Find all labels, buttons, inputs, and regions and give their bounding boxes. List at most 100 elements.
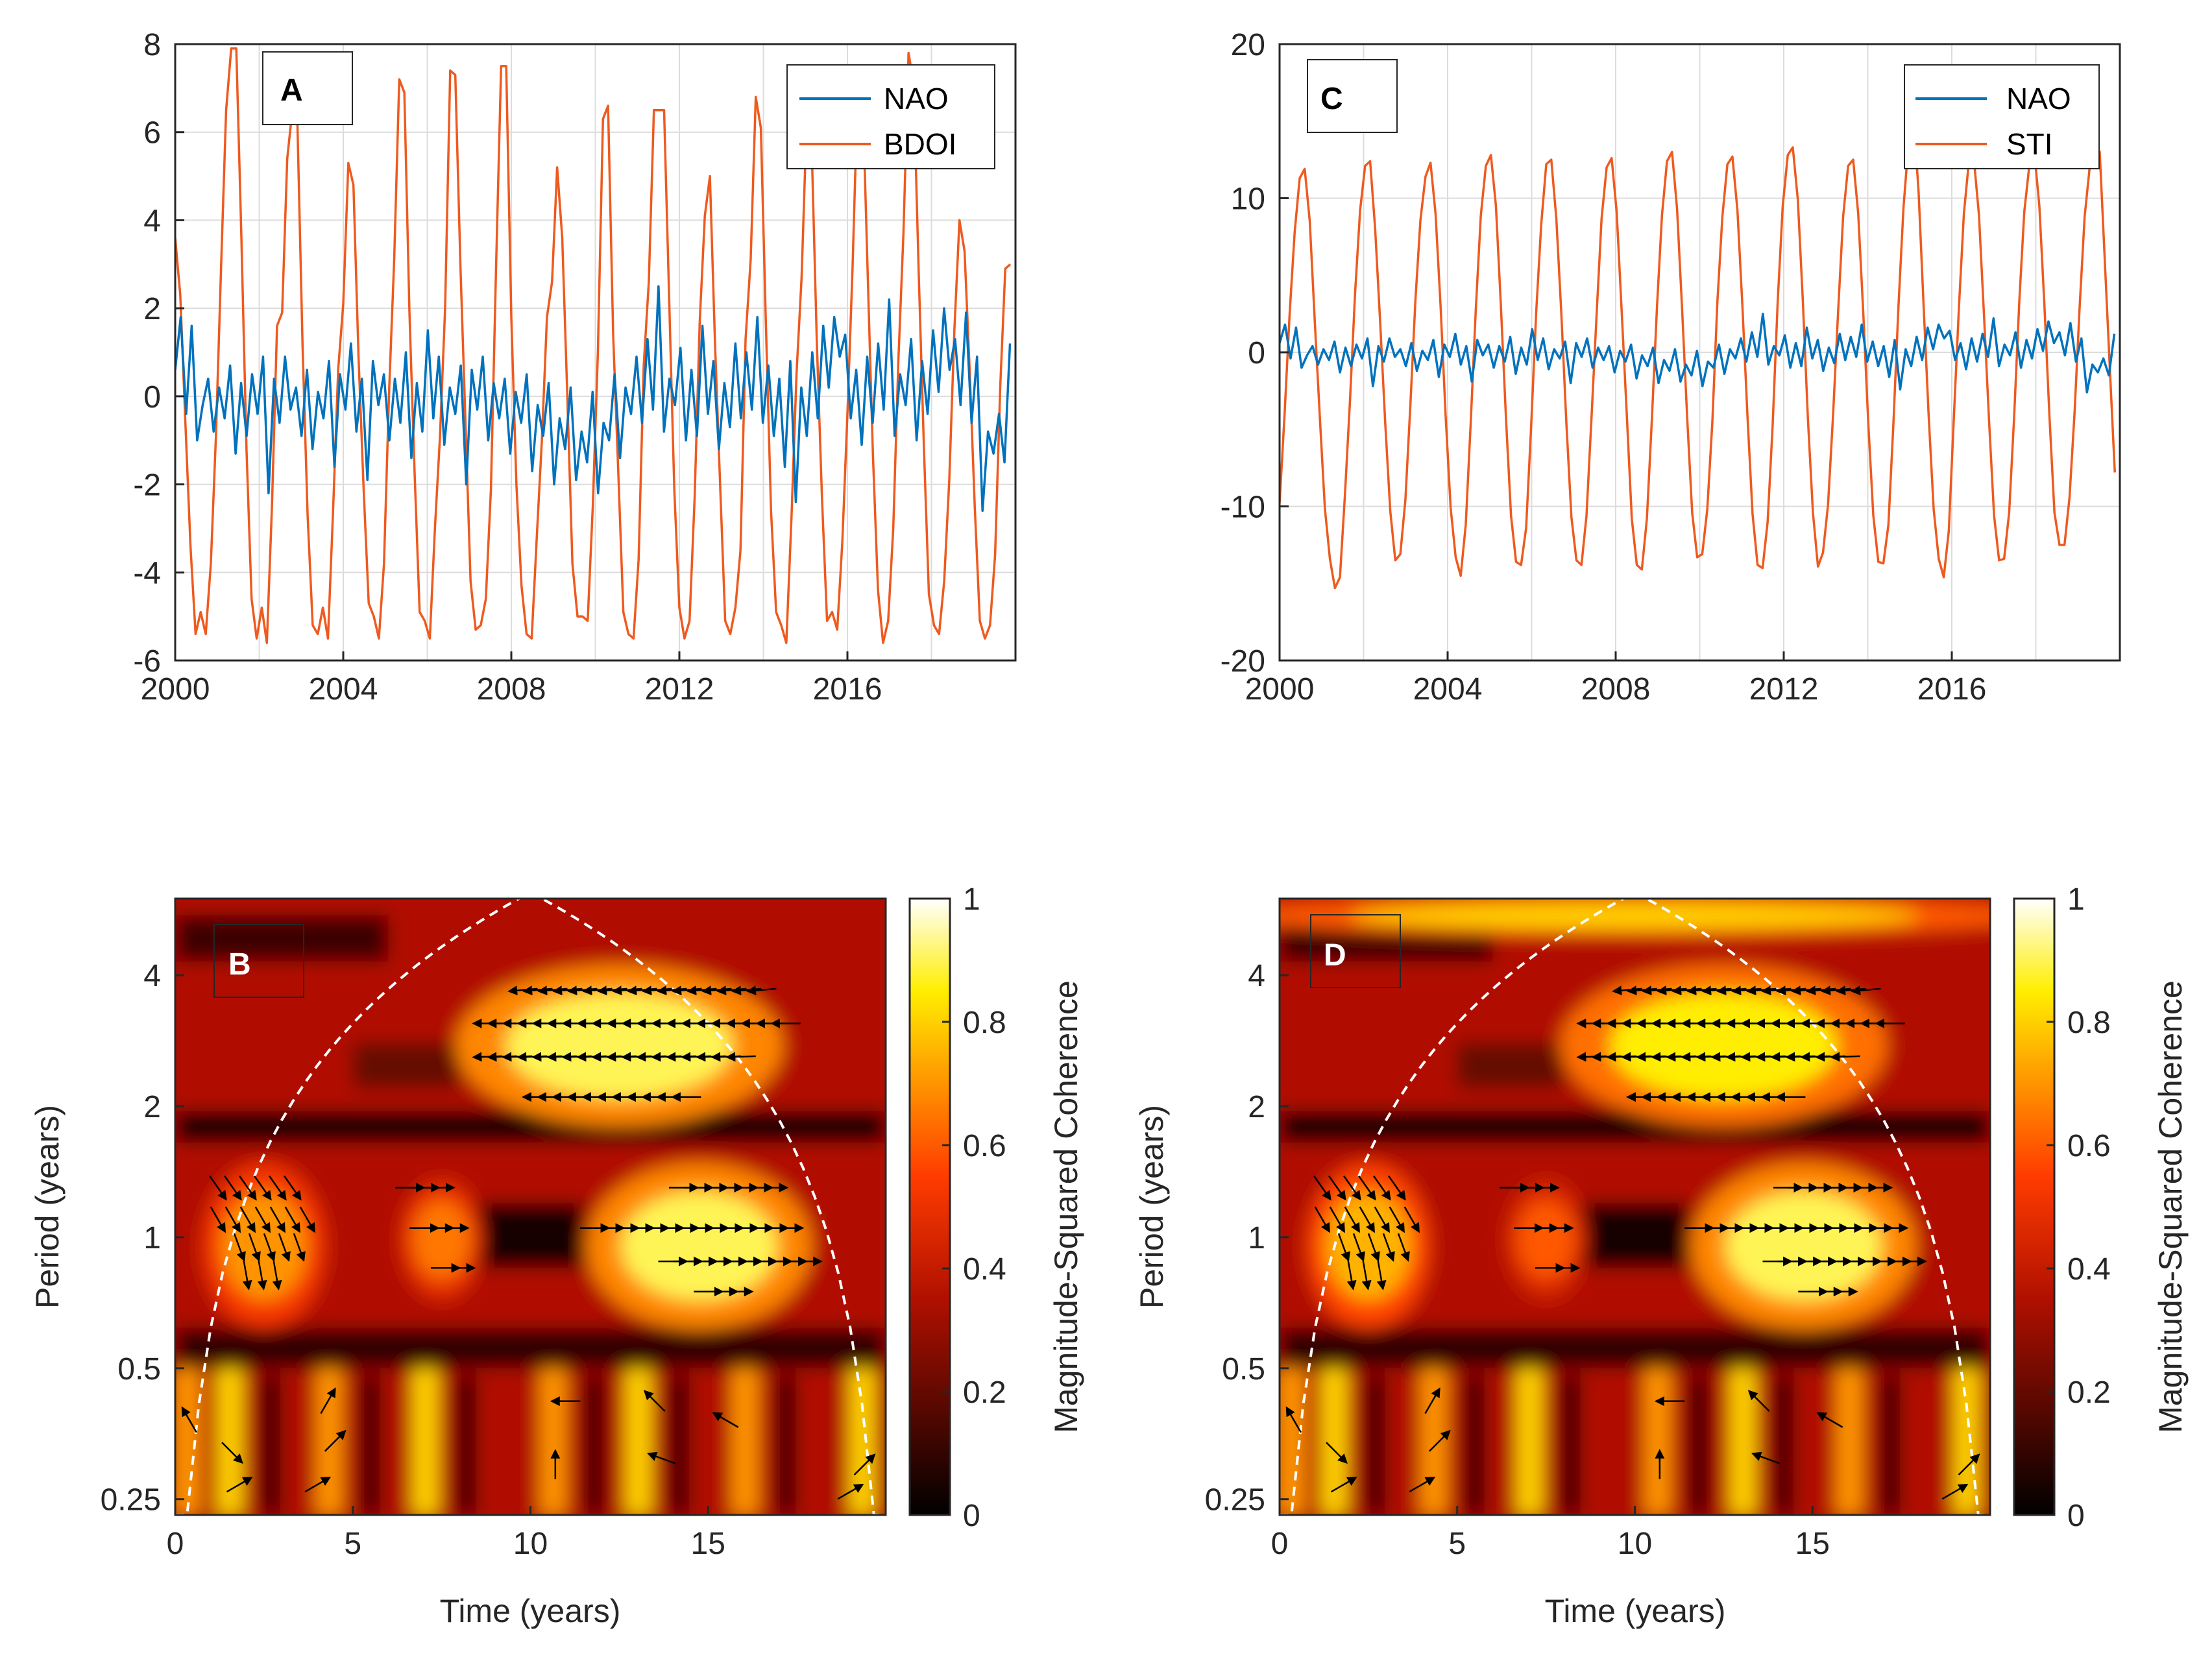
phase-arrow bbox=[1409, 1477, 1436, 1493]
y-tick-label: 4 bbox=[143, 204, 161, 238]
panel-b-colorbar-ticks: 0 0.2 0.4 0.6 0.8 1 bbox=[942, 882, 1006, 1533]
panel-a-label: A bbox=[280, 73, 303, 108]
colorbar-tick-label: 0.4 bbox=[2067, 1252, 2111, 1287]
low-coherence-band bbox=[1457, 1042, 1564, 1089]
x-tick-label: 15 bbox=[1795, 1527, 1830, 1561]
phase-arrow bbox=[1359, 1206, 1375, 1233]
phase-arrow bbox=[181, 1406, 197, 1433]
panel-d-cone-of-influence bbox=[1280, 899, 1990, 1515]
x-tick-label: 10 bbox=[1618, 1527, 1652, 1561]
colorbar-tick-label: 0 bbox=[2067, 1499, 2085, 1533]
phase-arrow bbox=[1376, 1260, 1387, 1290]
phase-arrow bbox=[643, 1390, 666, 1412]
phase-arrow bbox=[1830, 1052, 1860, 1062]
phase-arrow bbox=[209, 1175, 227, 1201]
phase-arrow bbox=[1373, 1175, 1391, 1201]
panel-d-heatmap bbox=[1280, 899, 1990, 1515]
phase-arrow bbox=[1285, 1406, 1302, 1433]
high-frequency-gap bbox=[1880, 1375, 1901, 1515]
high-frequency-gap bbox=[361, 1375, 381, 1515]
coherence-region bbox=[621, 1191, 778, 1301]
low-coherence-band bbox=[175, 915, 389, 962]
high-frequency-streak bbox=[1321, 1368, 1348, 1515]
phase-arrow bbox=[272, 1260, 282, 1290]
y-tick-label: -2 bbox=[133, 468, 161, 503]
x-tick-label: 2008 bbox=[1581, 672, 1651, 707]
phase-arrow bbox=[1389, 1206, 1405, 1233]
phase-arrow bbox=[1404, 1206, 1420, 1233]
high-frequency-streak bbox=[1644, 1368, 1671, 1515]
low-coherence-band bbox=[1280, 1327, 1990, 1368]
y-tick-label: 2 bbox=[1248, 1090, 1265, 1124]
coherence-region bbox=[413, 1200, 470, 1279]
high-frequency-streak bbox=[1836, 1368, 1862, 1515]
phase-arrow bbox=[269, 1175, 287, 1201]
y-tick-label: 20 bbox=[1231, 28, 1265, 62]
legend-sti-label: STI bbox=[2006, 127, 2053, 161]
phase-arrow bbox=[1428, 1429, 1451, 1452]
phase-arrow bbox=[1374, 1206, 1390, 1233]
x-tick-label: 2000 bbox=[141, 672, 210, 707]
phase-arrow bbox=[1346, 1260, 1357, 1290]
high-frequency-streak bbox=[1420, 1368, 1447, 1515]
phase-arrow bbox=[1747, 1390, 1770, 1412]
colorbar-tick-label: 0.6 bbox=[2067, 1129, 2111, 1163]
low-coherence-band bbox=[477, 1202, 584, 1268]
phase-arrow bbox=[221, 1442, 243, 1464]
low-coherence-band bbox=[352, 1042, 459, 1089]
phase-arrow bbox=[1329, 1206, 1345, 1233]
phase-arrow bbox=[1388, 1175, 1406, 1201]
phase-arrow bbox=[1382, 1233, 1395, 1262]
phase-arrow bbox=[1941, 1484, 1969, 1500]
y-tick-label: 0 bbox=[143, 380, 161, 415]
panel-c-legend: NAO STI bbox=[1904, 64, 2100, 169]
y-tick-label: 4 bbox=[143, 959, 161, 993]
phase-arrow bbox=[320, 1387, 336, 1414]
high-frequency-streak bbox=[1516, 1368, 1543, 1515]
phase-arrow bbox=[1344, 1206, 1360, 1233]
legend-nao-label-c: NAO bbox=[2006, 82, 2071, 115]
phase-arrow bbox=[1367, 1233, 1380, 1262]
colorbar-tick-label: 0.6 bbox=[963, 1129, 1006, 1163]
coherence-region bbox=[1610, 993, 1838, 1098]
y-tick-label: 6 bbox=[143, 116, 161, 151]
phase-arrow bbox=[233, 1233, 246, 1262]
high-frequency-gap bbox=[585, 1375, 605, 1515]
panel-d-label: D bbox=[1324, 938, 1346, 973]
high-frequency-gap bbox=[261, 1375, 281, 1515]
high-frequency-streak bbox=[732, 1368, 758, 1515]
legend-nao-label: NAO bbox=[884, 82, 949, 115]
phase-arrow bbox=[1326, 1442, 1348, 1464]
phase-arrow bbox=[263, 1233, 276, 1262]
x-tick-label: 2004 bbox=[1413, 672, 1483, 707]
panel-a: 2000 2004 2008 2012 2016 -6 -4 -2 0 2 4 6 8 A NAO BD… bbox=[133, 28, 1017, 707]
high-frequency-gap bbox=[456, 1375, 476, 1515]
series-nao-line bbox=[175, 285, 1012, 513]
phase-arrow bbox=[1816, 1412, 1843, 1428]
x-tick-label: 5 bbox=[1448, 1527, 1466, 1561]
phase-arrow bbox=[712, 1412, 739, 1428]
panel-b-label-box: B bbox=[213, 924, 304, 998]
x-tick-label: 0 bbox=[1271, 1527, 1289, 1561]
x-tick-label: 5 bbox=[344, 1527, 361, 1561]
colorbar-tick-label: 1 bbox=[2067, 882, 2085, 917]
x-tick-label: 2016 bbox=[1917, 672, 1987, 707]
x-tick-label: 15 bbox=[691, 1527, 725, 1561]
phase-arrow bbox=[269, 1206, 286, 1233]
phase-arrow bbox=[1851, 986, 1881, 996]
phase-arrow bbox=[1424, 1387, 1440, 1414]
phase-arrow bbox=[284, 1175, 302, 1201]
x-tick-label: 2008 bbox=[477, 672, 546, 707]
phase-arrow bbox=[1958, 1453, 1980, 1476]
phase-arrow bbox=[725, 1052, 756, 1062]
y-tick-label: -4 bbox=[133, 556, 161, 590]
colorbar-tick-label: 0 bbox=[963, 1499, 980, 1533]
high-frequency-gap bbox=[1689, 1375, 1709, 1515]
panel-a-axes-box bbox=[174, 43, 1017, 662]
phase-arrow bbox=[254, 1206, 271, 1233]
y-tick-label: -10 bbox=[1221, 490, 1265, 525]
y-tick-label: 2 bbox=[143, 292, 161, 326]
panel-a-label-box: A bbox=[262, 51, 353, 125]
panel-d-colorbar-label: Magnitude-Squared Coherence bbox=[2152, 980, 2189, 1433]
